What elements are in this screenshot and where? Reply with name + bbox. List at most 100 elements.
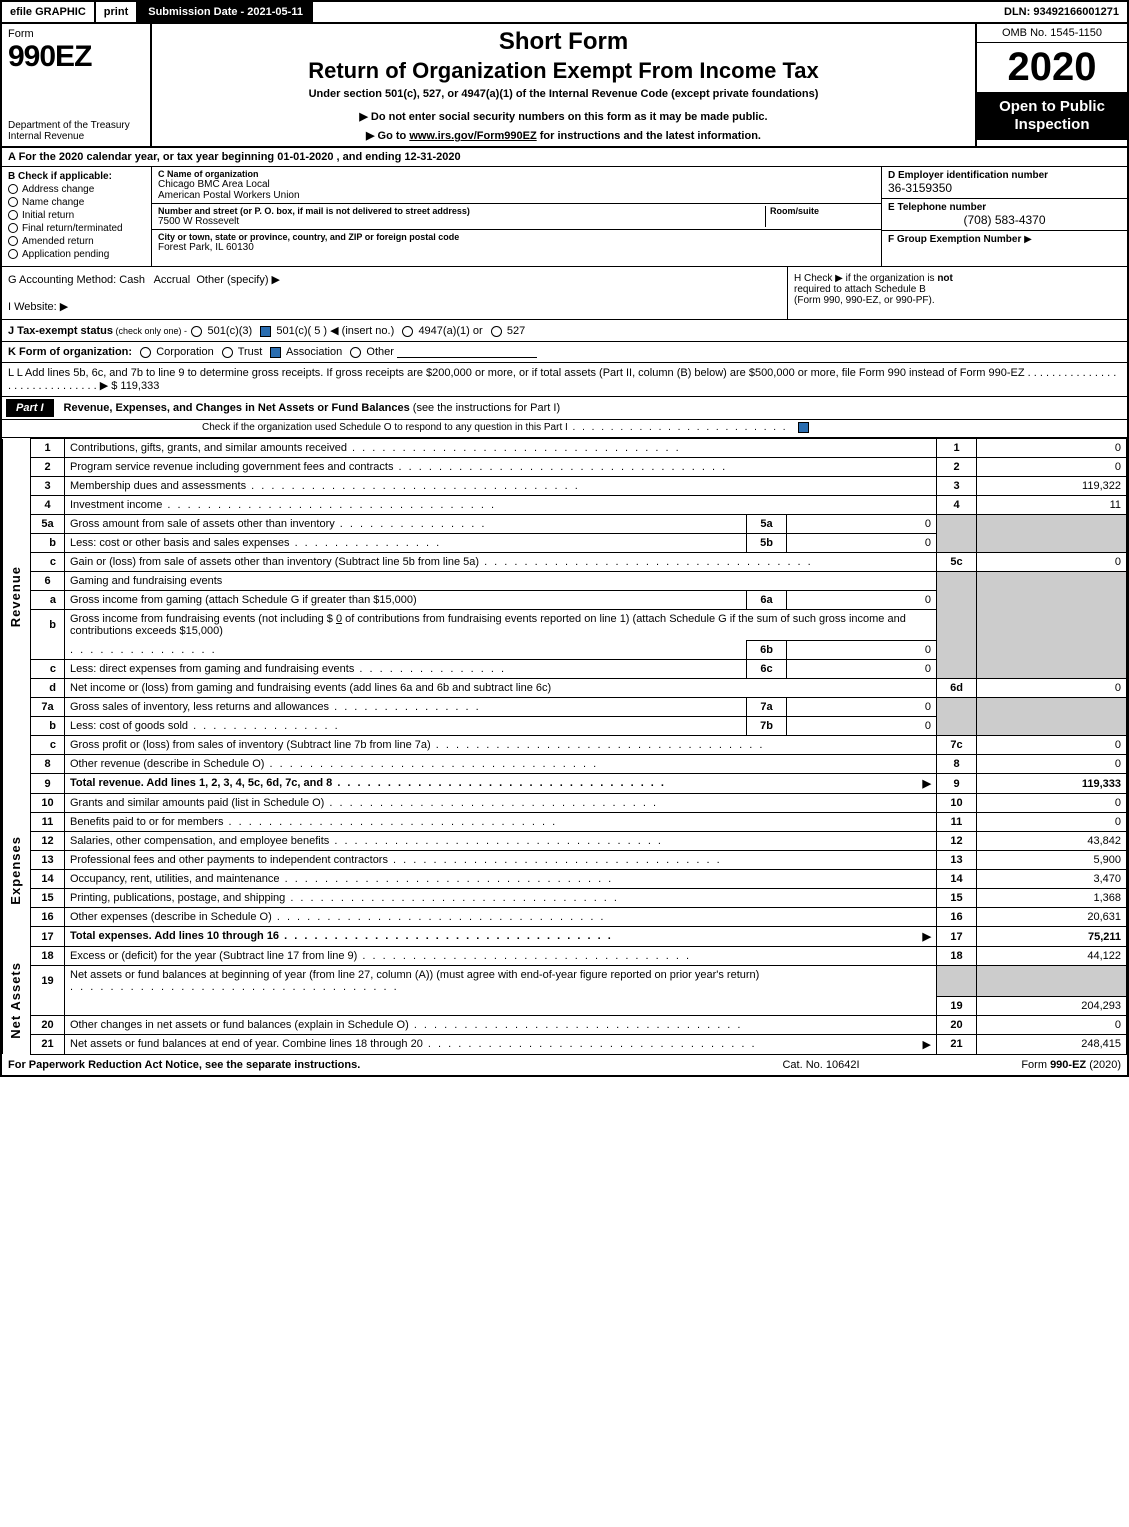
lines-g-h: G Accounting Method: Cash Accrual Other … bbox=[2, 267, 1127, 320]
table-row: 6 Gaming and fundraising events bbox=[3, 572, 1127, 591]
table-row: 4 Investment income 4 11 bbox=[3, 496, 1127, 515]
org-city-row: City or town, state or province, country… bbox=[152, 230, 881, 255]
submission-date-label: Submission Date - bbox=[148, 6, 247, 18]
table-row: d Net income or (loss) from gaming and f… bbox=[3, 679, 1127, 698]
chk-application-pending[interactable]: Application pending bbox=[8, 249, 145, 260]
line-a-begin: 01-01-2020 bbox=[277, 151, 333, 163]
circle-icon bbox=[8, 184, 18, 194]
j-527: 527 bbox=[507, 325, 525, 337]
part-i-check-text: Check if the organization used Schedule … bbox=[202, 422, 568, 433]
chk-trust[interactable] bbox=[222, 347, 233, 358]
cat-no: Cat. No. 10642I bbox=[721, 1059, 921, 1071]
chk-address-change[interactable]: Address change bbox=[8, 184, 145, 195]
dots-icon bbox=[568, 422, 793, 433]
l-text: L Add lines 5b, 6c, and 7b to line 9 to … bbox=[17, 367, 1025, 379]
colv: 0 bbox=[977, 439, 1127, 458]
financial-table: Revenue 1 Contributions, gifts, grants, … bbox=[2, 438, 1127, 1055]
form-id-block: Form 990EZ Department of the Treasury In… bbox=[2, 24, 152, 146]
box-f: F Group Exemption Number ▶ bbox=[882, 231, 1127, 266]
org-addr-row: Number and street (or P. O. box, if mail… bbox=[152, 204, 881, 230]
line-h: H Check ▶ if the organization is not req… bbox=[787, 267, 1127, 319]
chk-amended-return[interactable]: Amended return bbox=[8, 236, 145, 247]
table-row: 14 Occupancy, rent, utilities, and maint… bbox=[3, 870, 1127, 889]
ssn-warning: Do not enter social security numbers on … bbox=[160, 110, 967, 123]
k-corp: Corporation bbox=[156, 346, 213, 358]
irs-link[interactable]: www.irs.gov/Form990EZ bbox=[409, 130, 536, 142]
org-city-label: City or town, state or province, country… bbox=[158, 232, 875, 242]
coln: 1 bbox=[937, 439, 977, 458]
title-block: Short Form Return of Organization Exempt… bbox=[152, 24, 977, 146]
chk-name-change[interactable]: Name change bbox=[8, 197, 145, 208]
table-row: 21 Net assets or fund balances at end of… bbox=[3, 1034, 1127, 1054]
chk-schedule-o[interactable] bbox=[798, 422, 809, 433]
k-other-input[interactable] bbox=[397, 346, 537, 358]
boxes-d-e-f: D Employer identification number 36-3159… bbox=[882, 167, 1127, 266]
table-row: 7a Gross sales of inventory, less return… bbox=[3, 698, 1127, 717]
topbar-spacer bbox=[313, 2, 996, 22]
line-a-pre: A For the 2020 calendar year, or tax yea… bbox=[8, 151, 277, 163]
line-a-tax-year: A For the 2020 calendar year, or tax yea… bbox=[2, 148, 1127, 167]
chk-4947[interactable] bbox=[402, 326, 413, 337]
table-row: 8 Other revenue (describe in Schedule O)… bbox=[3, 755, 1127, 774]
table-row: c Less: direct expenses from gaming and … bbox=[3, 660, 1127, 679]
chk-corp[interactable] bbox=[140, 347, 151, 358]
short-form-title: Short Form bbox=[160, 28, 967, 56]
j-501c: 501(c)( 5 ) ◀ (insert no.) bbox=[276, 325, 394, 337]
chk-527[interactable] bbox=[491, 326, 502, 337]
i-label: I Website: ▶ bbox=[8, 301, 68, 313]
line-a-mid: , and ending bbox=[333, 151, 404, 163]
dept-treasury: Department of the Treasury Internal Reve… bbox=[8, 120, 144, 142]
table-row: b Less: cost or other basis and sales ex… bbox=[3, 534, 1127, 553]
chk-initial-return[interactable]: Initial return bbox=[8, 210, 145, 221]
desc: Contributions, gifts, grants, and simila… bbox=[65, 439, 937, 458]
h-pre: H Check ▶ bbox=[794, 273, 846, 284]
h-post: if the organization is bbox=[846, 273, 938, 284]
paperwork-notice: For Paperwork Reduction Act Notice, see … bbox=[8, 1059, 721, 1071]
print-button[interactable]: print bbox=[94, 2, 136, 22]
chk-assoc[interactable] bbox=[270, 347, 281, 358]
entity-block: B Check if applicable: Address change Na… bbox=[2, 167, 1127, 267]
chk-501c3[interactable] bbox=[191, 326, 202, 337]
line-j: J Tax-exempt status (check only one) - 5… bbox=[2, 320, 1127, 342]
table-row: b Less: cost of goods sold 7b 0 bbox=[3, 717, 1127, 736]
table-row: 11 Benefits paid to or for members 11 0 bbox=[3, 813, 1127, 832]
box-b-head: B Check if applicable: bbox=[8, 171, 145, 182]
return-title: Return of Organization Exempt From Incom… bbox=[160, 58, 967, 84]
phone-value: (708) 583-4370 bbox=[888, 213, 1121, 227]
g-other: Other (specify) ▶ bbox=[196, 274, 280, 286]
table-row: Revenue 1 Contributions, gifts, grants, … bbox=[3, 439, 1127, 458]
circle-icon bbox=[8, 249, 18, 259]
phone-label: E Telephone number bbox=[888, 202, 1121, 213]
table-row: 13 Professional fees and other payments … bbox=[3, 851, 1127, 870]
org-name-1: Chicago BMC Area Local bbox=[158, 179, 875, 190]
line-a-end: 12-31-2020 bbox=[404, 151, 460, 163]
table-row: 19 204,293 bbox=[3, 996, 1127, 1015]
table-row: Expenses 10 Grants and similar amounts p… bbox=[3, 794, 1127, 813]
form-number: 990EZ bbox=[8, 40, 144, 74]
chk-final-return[interactable]: Final return/terminated bbox=[8, 223, 145, 234]
box-e: E Telephone number (708) 583-4370 bbox=[882, 199, 1127, 231]
k-label: K Form of organization: bbox=[8, 346, 132, 358]
form-header: Form 990EZ Department of the Treasury In… bbox=[2, 24, 1127, 148]
table-row: 2 Program service revenue including gove… bbox=[3, 458, 1127, 477]
j-501c3: 501(c)(3) bbox=[208, 325, 253, 337]
arrow-icon: ▶ bbox=[1024, 234, 1032, 245]
chk-other[interactable] bbox=[350, 347, 361, 358]
table-row: 12 Salaries, other compensation, and emp… bbox=[3, 832, 1127, 851]
table-row: 20 Other changes in net assets or fund b… bbox=[3, 1015, 1127, 1034]
l-amount: 119,333 bbox=[100, 380, 160, 392]
table-row: Net Assets 18 Excess or (deficit) for th… bbox=[3, 947, 1127, 966]
circle-icon bbox=[8, 236, 18, 246]
circle-icon bbox=[8, 223, 18, 233]
table-row: c Gain or (loss) from sale of assets oth… bbox=[3, 553, 1127, 572]
dept-line1: Department of the Treasury bbox=[8, 120, 144, 131]
table-row: 15 Printing, publications, postage, and … bbox=[3, 889, 1127, 908]
j-4947: 4947(a)(1) or bbox=[418, 325, 482, 337]
box-d: D Employer identification number 36-3159… bbox=[882, 167, 1127, 199]
efile-graphic-label: efile GRAPHIC bbox=[2, 2, 94, 22]
circle-icon bbox=[8, 210, 18, 220]
h-line2: required to attach Schedule B bbox=[794, 284, 926, 295]
form-word: Form bbox=[8, 28, 144, 40]
chk-501c[interactable] bbox=[260, 326, 271, 337]
table-row: 17 Total expenses. Add lines 10 through … bbox=[3, 927, 1127, 947]
